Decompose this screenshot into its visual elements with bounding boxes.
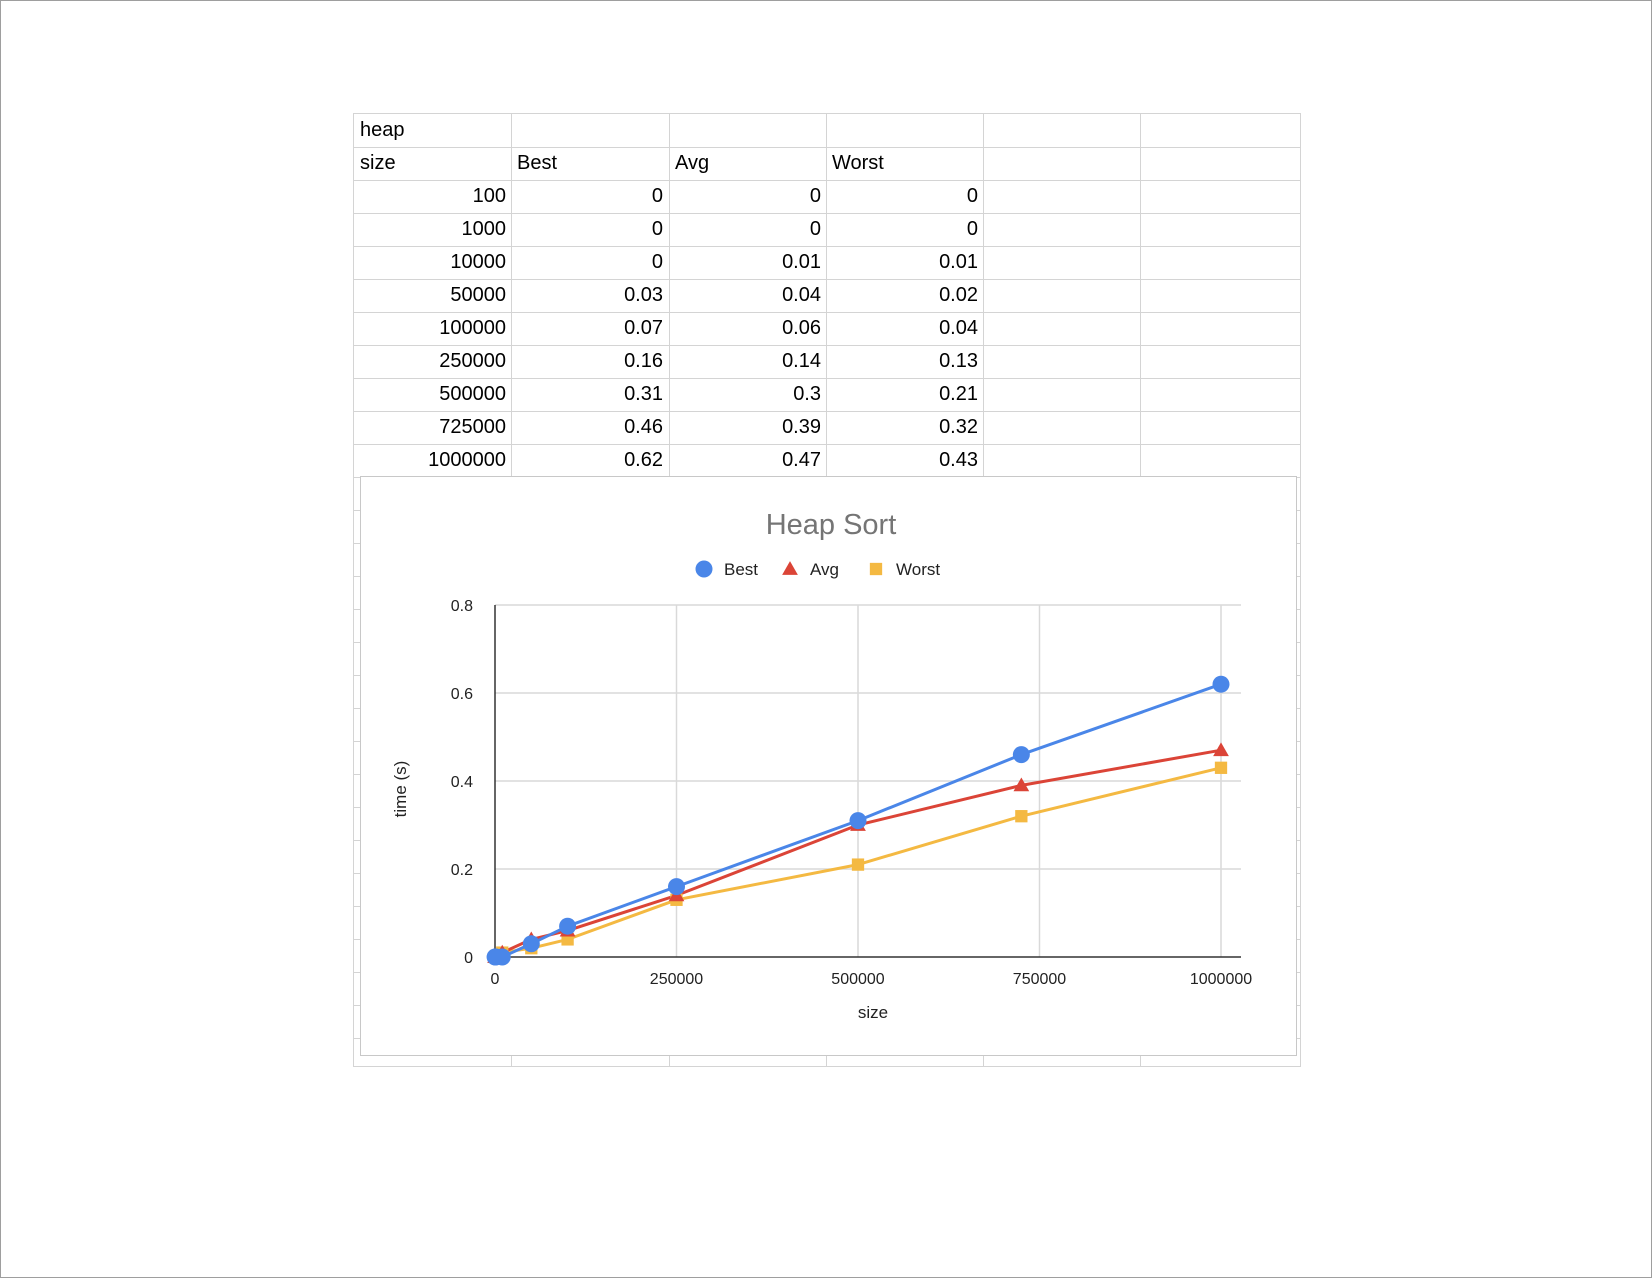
y-tick-label: 0.8	[451, 598, 473, 615]
chart-gridlines	[495, 604, 1241, 957]
table-cell[interactable]: 0	[809, 185, 821, 207]
table-cell[interactable]: 1000	[461, 218, 507, 240]
table-cell[interactable]: 0.04	[782, 284, 821, 306]
x-tick-label: 1000000	[1190, 971, 1252, 988]
data-point-avg[interactable]	[1213, 742, 1229, 757]
legend-marker-best[interactable]	[695, 560, 713, 578]
table-cell[interactable]: 10000	[450, 251, 506, 273]
table-cell[interactable]: 0.43	[939, 449, 978, 471]
grid-row-line	[354, 411, 1300, 412]
table-cell[interactable]: 0	[651, 185, 663, 207]
data-point-best[interactable]	[522, 935, 540, 953]
data-point-best[interactable]	[1212, 675, 1230, 693]
table-cell[interactable]: 250000	[439, 350, 506, 372]
table-cell[interactable]: 500000	[439, 383, 506, 405]
table-cell[interactable]: 0.21	[939, 383, 978, 405]
grid-row-line	[354, 279, 1300, 280]
x-axis-label: size	[858, 1003, 888, 1022]
table-cell[interactable]: 0.04	[939, 317, 978, 339]
table-cell[interactable]: 100	[472, 185, 506, 207]
table-cell[interactable]: 0.07	[624, 317, 663, 339]
grid-row-line	[354, 312, 1300, 313]
data-point-best[interactable]	[849, 812, 867, 830]
data-point-avg[interactable]	[1013, 777, 1030, 792]
y-tick-label: 0.2	[451, 862, 473, 879]
legend-marker-avg[interactable]	[782, 561, 798, 575]
legend-label-worst: Worst	[896, 560, 940, 579]
chart-axes: 0 0.2 0.4 0.6 0.8 0 250000 500000 750000 1000000	[451, 598, 1252, 988]
table-cell[interactable]: 0	[966, 218, 978, 240]
x-tick-label: 500000	[831, 971, 884, 988]
table-cell[interactable]: 0.46	[624, 416, 663, 438]
grid-row-line	[354, 180, 1300, 181]
table-cell[interactable]: 0.31	[624, 383, 663, 405]
chart-plot-area	[486, 675, 1230, 966]
table-cell[interactable]: heap	[360, 119, 405, 141]
data-point-worst[interactable]	[851, 858, 865, 871]
table-cell[interactable]: size	[360, 152, 396, 174]
table-cell[interactable]: 0.01	[939, 251, 978, 273]
table-cell[interactable]: 0.03	[624, 284, 663, 306]
table-cell[interactable]: 1000000	[428, 449, 506, 471]
table-cell[interactable]: 0	[809, 218, 821, 240]
table-cell[interactable]: 50000	[450, 284, 506, 306]
table-cell[interactable]: 0.14	[782, 350, 821, 372]
data-point-best[interactable]	[668, 878, 685, 896]
grid-row-line	[354, 345, 1300, 346]
y-tick-label: 0.6	[451, 686, 473, 703]
y-tick-label: 0	[464, 950, 473, 967]
grid-row-line	[354, 147, 1300, 148]
data-point-best[interactable]	[1012, 746, 1030, 764]
table-cell[interactable]: 0.16	[624, 350, 663, 372]
legend-label-best: Best	[724, 560, 758, 579]
chart-legend: Best Avg Worst	[695, 560, 940, 579]
table-cell[interactable]: 725000	[439, 416, 506, 438]
table-cell[interactable]: 0.3	[793, 383, 821, 405]
grid-row-line	[354, 213, 1300, 214]
table-cell[interactable]: 0.01	[782, 251, 821, 273]
table-cell[interactable]: 0.13	[939, 350, 978, 372]
legend-label-avg: Avg	[810, 560, 839, 579]
table-cell[interactable]: Avg	[675, 152, 710, 174]
table-cell[interactable]: 0.32	[939, 416, 978, 438]
table-cell[interactable]: 0	[966, 185, 978, 207]
grid-row-line	[354, 246, 1300, 247]
x-tick-label: 750000	[1013, 971, 1066, 988]
table-cell[interactable]: 0.39	[782, 416, 821, 438]
data-point-best[interactable]	[493, 948, 511, 966]
y-tick-label: 0.4	[451, 774, 473, 791]
table-cell[interactable]: 0.06	[782, 317, 821, 339]
table-cell[interactable]: 0	[651, 251, 663, 273]
table-cell[interactable]: 0	[651, 218, 663, 240]
chart-container[interactable]: Heap Sort Best Avg Worst 0 0.2 0.4 0.6 0.8 0 250…	[360, 476, 1297, 1056]
table-cell[interactable]: Worst	[832, 152, 884, 174]
chart-title: Heap Sort	[766, 509, 897, 541]
data-point-worst[interactable]	[1015, 810, 1028, 823]
table-cell[interactable]: 0.62	[624, 449, 663, 471]
table-cell[interactable]: 100000	[439, 317, 506, 339]
grid-row-line	[354, 378, 1300, 379]
x-tick-label: 250000	[650, 971, 703, 988]
data-point-best[interactable]	[559, 917, 577, 935]
legend-marker-worst[interactable]	[869, 562, 883, 576]
data-point-worst[interactable]	[1214, 761, 1228, 774]
table-cell[interactable]: 0.02	[939, 284, 978, 306]
table-cell[interactable]: 0.47	[782, 449, 821, 471]
y-axis-label: time (s)	[391, 761, 410, 818]
table-cell[interactable]: Best	[517, 152, 558, 174]
x-tick-label: 0	[491, 971, 500, 988]
grid-row-line	[354, 444, 1300, 445]
chart-svg: Heap Sort Best Avg Worst 0 0.2 0.4 0.6 0.8 0 250…	[391, 509, 1252, 1022]
